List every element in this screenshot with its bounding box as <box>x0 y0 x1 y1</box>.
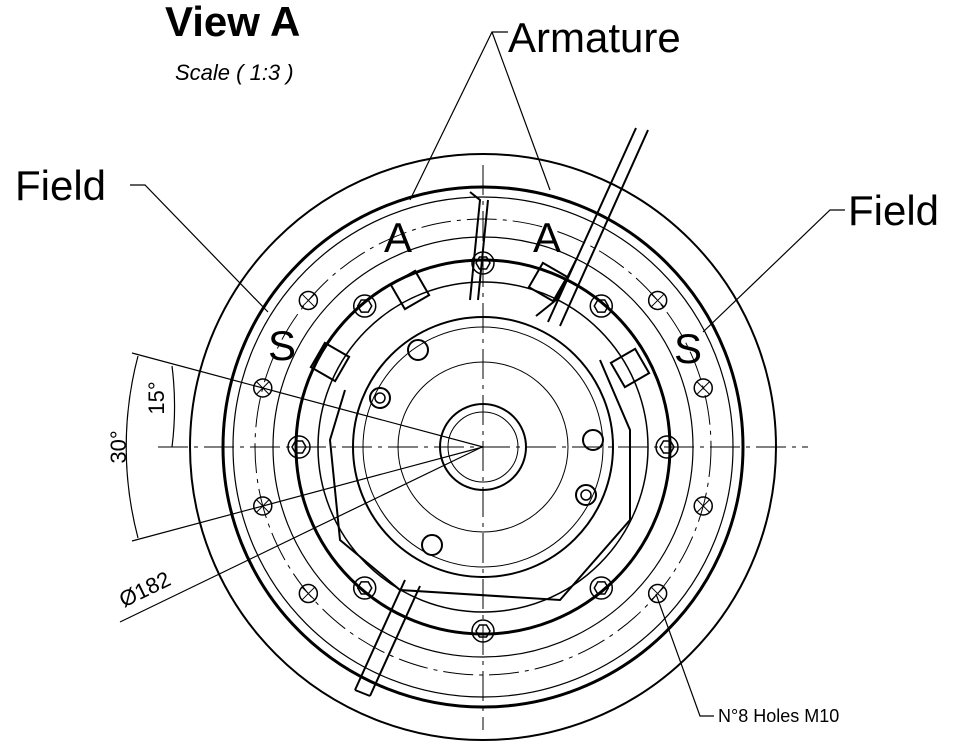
title: View A <box>165 0 300 45</box>
hole-cross <box>302 294 314 306</box>
pole-label: A <box>384 214 412 261</box>
armature-label: Armature <box>508 14 681 61</box>
hub-hole <box>422 535 442 555</box>
angle-label: 30° <box>106 430 131 463</box>
pole-label: S <box>268 322 296 369</box>
hub-hole <box>408 340 428 360</box>
holes-label: N°8 Holes M10 <box>718 706 839 726</box>
field-label: Field <box>15 162 106 209</box>
angle-arc-15 <box>172 366 175 447</box>
hole-cross <box>697 382 709 394</box>
pole-label: A <box>533 214 561 261</box>
field-label: Field <box>848 187 939 234</box>
diameter-label: Ø182 <box>115 566 174 612</box>
hole-cross <box>302 588 314 600</box>
angle-label: 15° <box>144 381 169 414</box>
field-right-leader <box>703 210 845 332</box>
brush-screw <box>375 393 385 403</box>
connector <box>611 349 649 387</box>
hole-cross <box>697 500 709 512</box>
brush-screw <box>581 490 591 500</box>
geometry <box>120 32 845 740</box>
field-left-leader <box>130 185 268 312</box>
hole-cross <box>257 382 269 394</box>
hole-cross <box>257 500 269 512</box>
scale: Scale ( 1:3 ) <box>175 60 294 85</box>
hole-cross <box>652 294 664 306</box>
drawing: View A Scale ( 1:3 ) Armature Field Fiel… <box>0 0 966 746</box>
armature-lead <box>470 192 488 300</box>
connector <box>391 271 429 309</box>
pole-label: S <box>674 325 702 372</box>
